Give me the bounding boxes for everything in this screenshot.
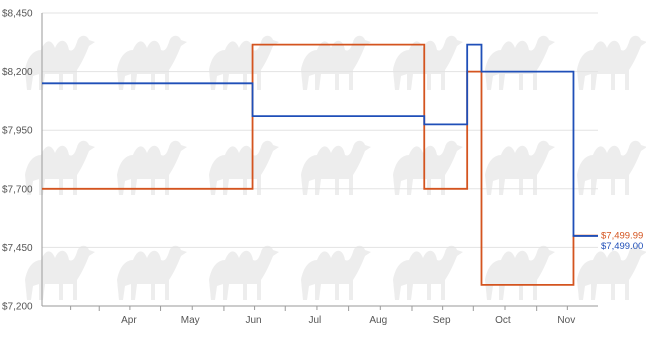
camel-watermark-icon <box>485 246 555 300</box>
camel-watermark-icon <box>577 36 646 90</box>
x-tick-label: Jul <box>308 315 321 326</box>
camel-watermark-icon <box>209 141 279 195</box>
x-tick-label: May <box>181 315 200 326</box>
y-tick-label: $7,700 <box>2 184 33 195</box>
camel-watermark-icon <box>485 36 555 90</box>
camel-watermark-icon <box>117 141 187 195</box>
x-tick-label: Jun <box>246 315 262 326</box>
x-tick-label: Nov <box>557 315 575 326</box>
y-tick-label: $7,450 <box>2 243 33 254</box>
x-tick-label: Oct <box>495 315 511 326</box>
camel-watermark-icon <box>117 246 187 300</box>
camel-watermark-icon <box>577 141 646 195</box>
camel-watermark-icon <box>485 141 555 195</box>
camel-watermark-icon <box>209 246 279 300</box>
y-tick-label: $7,950 <box>2 126 33 137</box>
camel-watermark-icon <box>393 246 463 300</box>
x-tick-label: Aug <box>369 315 387 326</box>
camel-watermark-icon <box>25 36 95 90</box>
camel-watermark-icon <box>25 246 95 300</box>
x-tick-label: Sep <box>433 315 451 326</box>
y-tick-label: $8,200 <box>2 67 33 78</box>
camel-watermark-icon <box>25 141 95 195</box>
camel-watermark-icon <box>117 36 187 90</box>
y-tick-label: $8,450 <box>2 9 33 20</box>
end-value-label: $7,499.00 <box>601 241 643 252</box>
camel-watermark-icon <box>577 246 646 300</box>
camel-watermark-icon <box>301 141 371 195</box>
camel-watermark-icon <box>393 141 463 195</box>
camel-watermark-icon <box>301 246 371 300</box>
y-tick-label: $7,200 <box>2 302 33 313</box>
x-tick-label: Apr <box>121 315 137 326</box>
camel-watermark <box>25 36 646 300</box>
